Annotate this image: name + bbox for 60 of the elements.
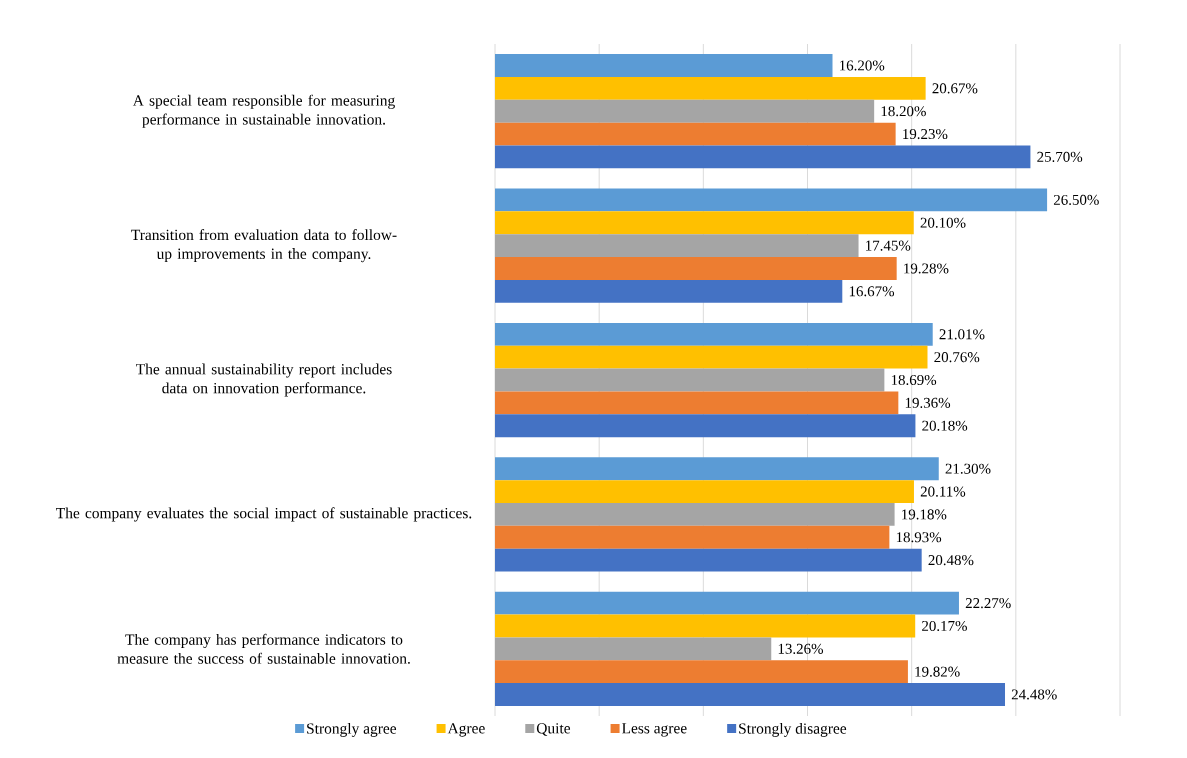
data-label: 20.17% <box>922 620 967 632</box>
bar <box>495 525 890 549</box>
bar <box>495 211 914 235</box>
bar <box>495 279 843 303</box>
bar <box>495 122 896 146</box>
data-label: 13.26% <box>778 643 824 654</box>
bar <box>495 480 914 503</box>
data-label: 25.70% <box>1037 151 1083 162</box>
y-tick-label: A special team responsible for measuring performance in sustainable innovation. <box>132 94 395 128</box>
data-label: 18.20% <box>881 106 926 117</box>
data-label: 20.18% <box>922 420 968 431</box>
data-label: 16.20% <box>840 60 885 71</box>
bar <box>495 145 1031 169</box>
data-label: 18.69% <box>891 374 937 386</box>
legend-label: Strongly disagree <box>739 722 847 737</box>
legend-label: Quite <box>536 723 571 736</box>
y-tick-label: Transition from evaluation data to follow-up improvements in the company. <box>131 229 397 263</box>
bar <box>495 345 928 369</box>
data-label: 21.01% <box>939 329 985 340</box>
data-label: 19.18% <box>902 509 947 520</box>
data-label: 19.23% <box>903 128 948 140</box>
bar <box>495 54 833 77</box>
data-label: 16.67% <box>849 286 895 297</box>
bar <box>495 683 1005 706</box>
bar <box>495 414 916 438</box>
data-label: 21.30% <box>945 463 991 474</box>
data-label: 19.36% <box>905 397 951 408</box>
bar <box>495 257 897 280</box>
bar <box>495 548 922 572</box>
bar <box>495 322 933 346</box>
bar <box>495 391 899 415</box>
bar <box>495 368 885 392</box>
bar <box>495 99 875 123</box>
data-label: 18.93% <box>896 532 942 543</box>
data-label: 17.45% <box>866 240 911 251</box>
bar <box>495 234 859 258</box>
data-label: 20.10% <box>920 217 966 228</box>
data-label: 24.48% <box>1011 689 1057 700</box>
data-label: 22.27% <box>965 598 1011 609</box>
y-tick-label: The company evaluates the social impact of sustainable practices. <box>56 507 472 522</box>
data-label: 20.11% <box>920 486 966 497</box>
bar <box>495 188 1048 212</box>
bar <box>495 76 926 100</box>
data-label: 20.67% <box>932 83 978 94</box>
data-label: 20.48% <box>928 555 974 566</box>
bar <box>495 457 939 481</box>
legend-label: Less agree <box>622 723 687 737</box>
bar <box>495 502 895 526</box>
bar <box>495 614 916 638</box>
data-label: 20.76% <box>934 352 980 363</box>
data-label: 26.50% <box>1053 194 1099 205</box>
data-label: 19.82% <box>915 666 960 677</box>
y-tick-label: The company has performance indicators to measure the success of sustainable innovation. <box>117 633 410 664</box>
bar <box>495 637 772 661</box>
bar <box>495 660 908 684</box>
legend-label: Strongly agree <box>307 722 397 737</box>
bar <box>495 591 959 615</box>
y-tick-label: The annual sustainability report includes data on innovation performance. <box>136 363 392 397</box>
legend-label: Agree <box>447 723 485 737</box>
data-label: 19.28% <box>904 263 949 274</box>
